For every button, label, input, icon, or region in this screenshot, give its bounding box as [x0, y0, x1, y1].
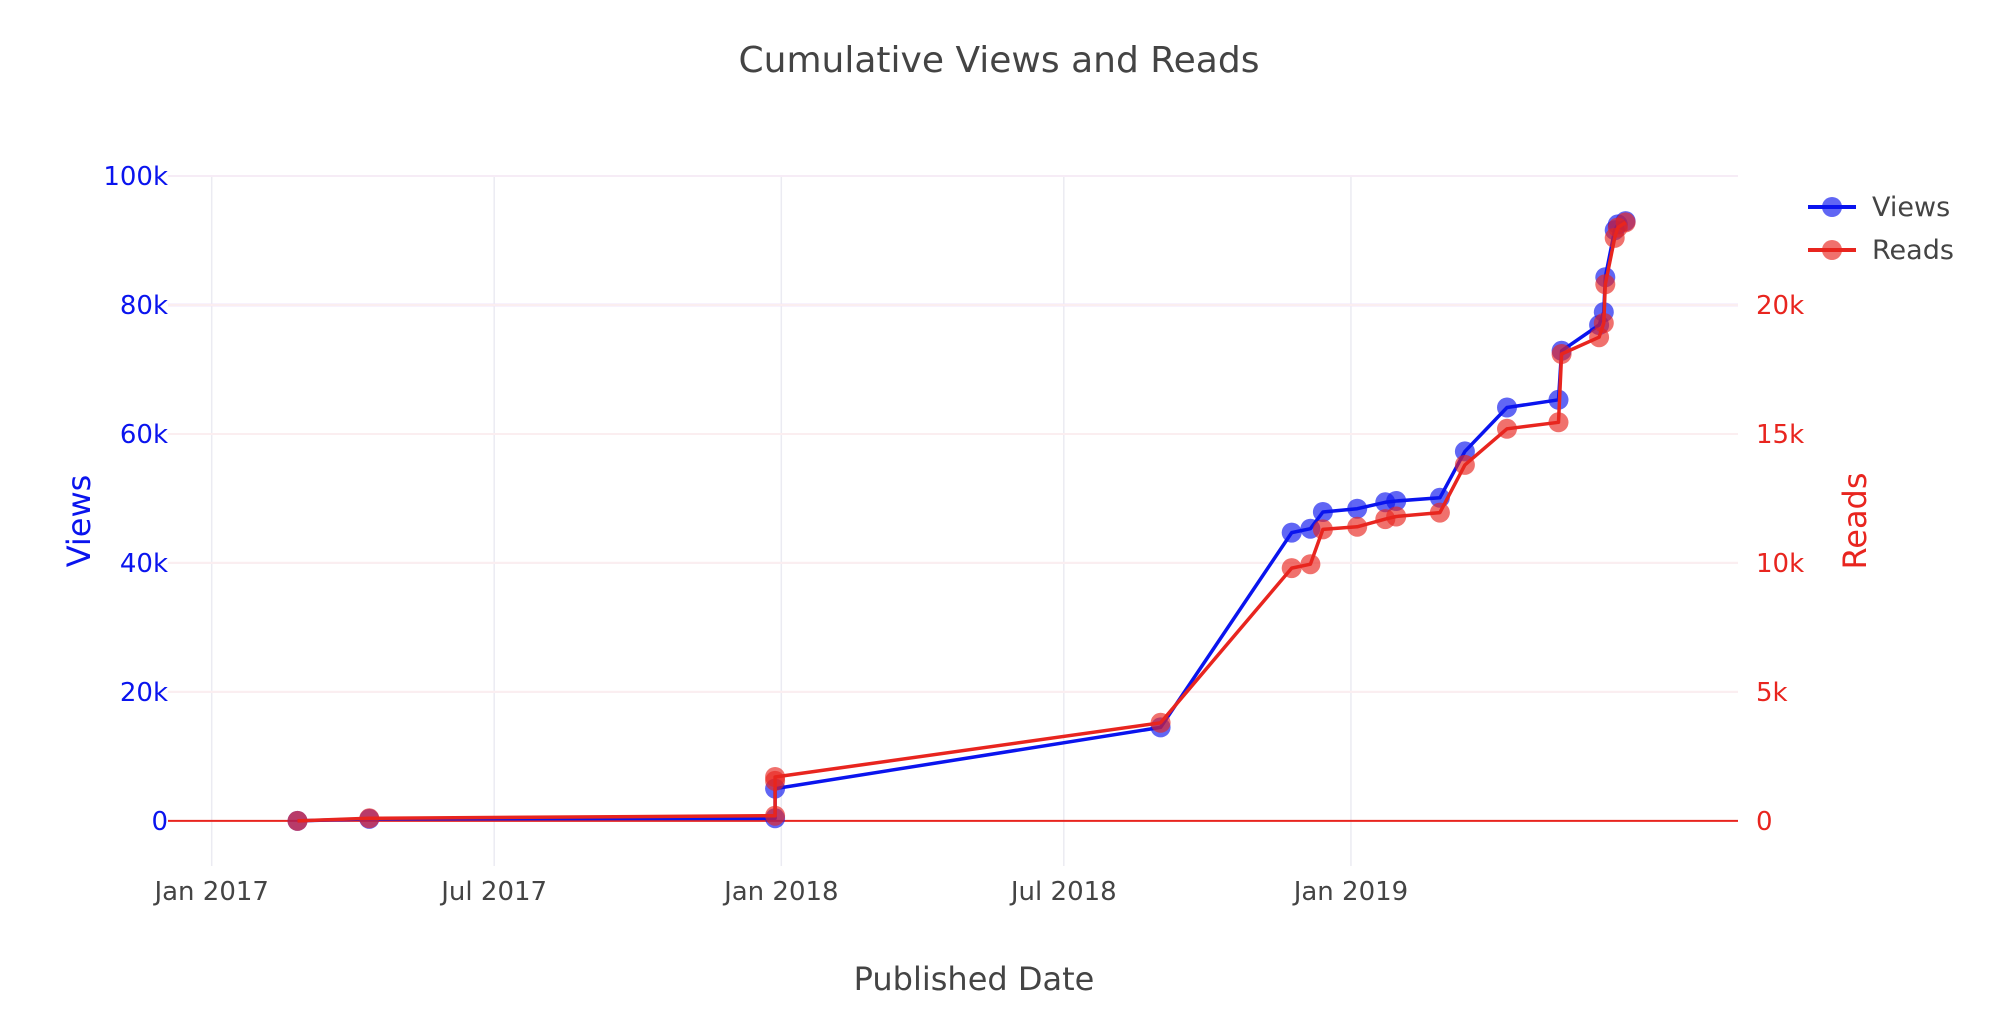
- legend-reads-label: Reads: [1872, 235, 1954, 266]
- data-point-reads: [1595, 274, 1616, 295]
- data-point-reads: [1551, 344, 1572, 364]
- grid: [168, 175, 1738, 866]
- data-point-reads: [1150, 712, 1171, 733]
- left-tick-label: 0: [151, 807, 168, 837]
- data-point-reads: [1386, 506, 1407, 527]
- left-axis-title: Views: [60, 475, 98, 568]
- data-point-reads: [765, 767, 786, 787]
- x-tick-label: Jul 2017: [439, 877, 547, 907]
- data-point-reads: [1429, 502, 1450, 523]
- right-tick-label: 10k: [1756, 549, 1804, 579]
- right-tick-label: 20k: [1756, 291, 1804, 321]
- legend-item-reads[interactable]: Reads: [1808, 235, 1954, 266]
- data-point-reads: [359, 808, 380, 829]
- legend-reads-marker: [1822, 240, 1842, 260]
- legend-views-marker: [1822, 197, 1842, 217]
- data-point-reads: [765, 805, 786, 826]
- left-tick-label: 60k: [120, 420, 168, 450]
- data-point-views: [1497, 397, 1517, 418]
- right-tick-label: 15k: [1756, 420, 1804, 450]
- data-point-reads: [1593, 313, 1614, 333]
- data-point-reads: [1347, 516, 1368, 537]
- right-tick-label: 5k: [1756, 678, 1788, 708]
- data-point-views: [1312, 502, 1333, 522]
- data-point-reads: [1281, 558, 1302, 579]
- series-layer: [287, 211, 1636, 831]
- data-point-views: [1347, 498, 1368, 519]
- axes: Jan 2017 Jul 2017 Jan 2018 Jul 2018 Jan 2019…: [103, 162, 1804, 907]
- x-tick-label: Jan 2019: [1292, 877, 1409, 907]
- data-point-reads: [1300, 554, 1321, 575]
- data-point-reads: [1615, 212, 1636, 233]
- data-point-reads: [1548, 412, 1569, 433]
- legend-item-views[interactable]: Views: [1808, 192, 1950, 223]
- x-axis-title: Published Date: [854, 960, 1095, 998]
- data-point-reads: [1497, 418, 1517, 439]
- data-point-reads: [1454, 454, 1475, 475]
- left-tick-label: 40k: [120, 549, 168, 579]
- right-tick-label: 0: [1756, 807, 1773, 837]
- left-tick-label: 80k: [120, 291, 168, 321]
- right-axis-title: Reads: [1836, 472, 1874, 569]
- x-tick-label: Jan 2018: [722, 877, 839, 907]
- left-tick-label: 100k: [103, 162, 168, 192]
- x-tick-label: Jan 2017: [152, 877, 269, 907]
- data-point-reads: [1312, 519, 1333, 540]
- legend: Views Reads: [1808, 192, 1954, 266]
- x-tick-label: Jul 2018: [1009, 877, 1117, 907]
- data-point-views: [1386, 491, 1407, 511]
- series-line-views: [297, 219, 1627, 823]
- data-point-views: [1281, 522, 1302, 543]
- series-line-reads: [297, 220, 1627, 823]
- legend-views-label: Views: [1872, 192, 1950, 223]
- data-point-reads: [287, 810, 308, 831]
- left-tick-label: 20k: [120, 678, 168, 708]
- chart-title: Cumulative Views and Reads: [739, 40, 1260, 81]
